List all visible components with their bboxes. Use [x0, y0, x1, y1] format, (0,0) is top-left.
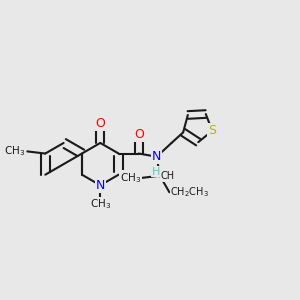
Text: H: H [152, 167, 160, 176]
Text: CH$_3$: CH$_3$ [4, 145, 25, 158]
Text: N: N [152, 150, 161, 163]
Text: O: O [134, 128, 144, 141]
Text: N: N [96, 179, 105, 192]
Text: CH$_2$CH$_3$: CH$_2$CH$_3$ [170, 185, 209, 199]
Text: CH$_3$: CH$_3$ [120, 171, 141, 185]
Text: CH$_3$: CH$_3$ [90, 197, 111, 211]
Text: O: O [95, 117, 105, 130]
Text: CH: CH [161, 171, 175, 181]
Text: S: S [208, 124, 216, 137]
